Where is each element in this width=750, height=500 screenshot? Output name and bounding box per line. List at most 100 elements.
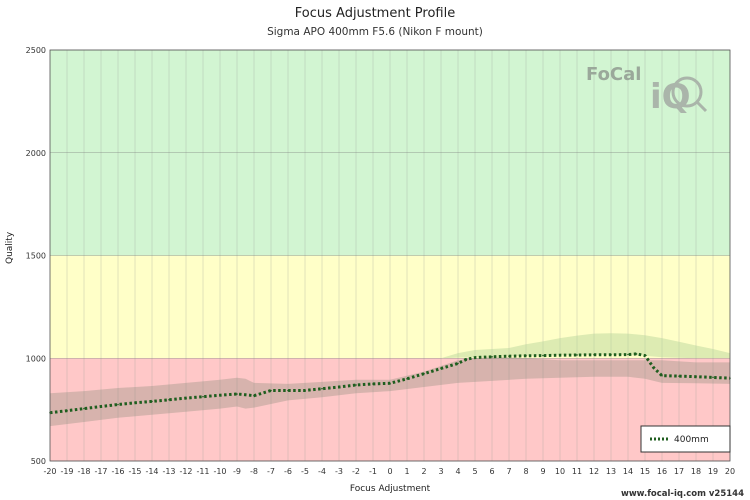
x-tick-label: -14	[145, 467, 158, 476]
data-point	[491, 356, 493, 358]
x-tick-label: 1	[404, 467, 409, 476]
x-tick-label: 7	[506, 467, 511, 476]
legend-label-400mm: 400mm	[674, 435, 709, 445]
data-point	[610, 353, 612, 356]
y-tick-label: 1000	[26, 354, 46, 363]
data-point	[406, 378, 408, 380]
x-tick-label: 15	[640, 467, 650, 476]
plot-frame	[49, 49, 731, 462]
data-point	[644, 354, 646, 357]
footer-credit: www.focal-iq.com v25144	[620, 489, 744, 499]
data-point	[593, 353, 595, 356]
x-tick-label: 6	[489, 467, 494, 476]
magnifier-icon	[671, 76, 708, 113]
x-axis-label: Focus Adjustment	[349, 484, 431, 494]
data-point	[117, 403, 119, 406]
x-tick-label: 13	[606, 467, 616, 476]
data-point	[635, 353, 638, 355]
logo-text-main: FoCal	[586, 64, 641, 85]
data-point	[202, 395, 204, 398]
data-point	[83, 407, 85, 410]
data-point	[457, 362, 459, 365]
data-point	[372, 383, 374, 385]
x-tick-label: -2	[352, 467, 360, 476]
logo-text-iq: iQ	[650, 77, 691, 117]
x-tick-label: 10	[555, 467, 565, 476]
data-point	[219, 394, 221, 397]
data-point	[304, 389, 306, 392]
data-point	[465, 358, 468, 361]
x-tick-label: -6	[284, 467, 292, 476]
x-tick-label: 0	[387, 467, 392, 476]
x-tick-label: -10	[213, 467, 226, 476]
data-point	[652, 366, 655, 369]
data-point	[151, 400, 153, 403]
data-point	[440, 367, 442, 370]
x-tick-label: 19	[708, 467, 718, 476]
x-tick-label: -1	[369, 467, 377, 476]
x-tick-label: -18	[77, 467, 90, 476]
data-point	[389, 382, 391, 385]
x-tick-label: -4	[318, 467, 326, 476]
x-tick-label: -11	[196, 467, 209, 476]
data-point	[185, 397, 187, 399]
data-point	[627, 353, 629, 356]
data-point	[695, 375, 697, 378]
data-point	[576, 354, 578, 356]
y-tick-label: 2000	[26, 149, 46, 158]
data-point	[712, 376, 714, 379]
data-point	[168, 398, 170, 401]
chart-subtitle: Sigma APO 400mm F5.6 (Nikon F mount)	[267, 26, 483, 38]
x-tick-label: -9	[233, 467, 241, 476]
x-tick-label: 16	[657, 467, 667, 476]
x-tick-label: -17	[94, 467, 107, 476]
x-tick-label: 11	[572, 467, 582, 476]
x-tick-label: 5	[472, 467, 477, 476]
x-tick-label: -8	[250, 467, 258, 476]
x-tick-label: -15	[128, 467, 141, 476]
data-point	[236, 393, 238, 395]
data-point	[678, 375, 680, 377]
data-point	[423, 372, 425, 375]
x-tick-label: 17	[674, 467, 684, 476]
x-tick-label: 20	[725, 467, 735, 476]
x-tick-label: 4	[455, 467, 460, 476]
x-tick-label: 14	[623, 467, 633, 476]
data-point	[253, 394, 255, 397]
x-tick-label: -19	[60, 467, 73, 476]
data-point	[244, 394, 247, 396]
x-tick-label: -13	[162, 467, 175, 476]
data-point	[525, 354, 527, 357]
upper-variation-band	[441, 333, 730, 359]
x-tick-label: -3	[335, 467, 343, 476]
data-point	[338, 386, 340, 388]
data-point	[134, 402, 136, 404]
data-point	[661, 374, 663, 377]
focal-iq-logo: FoCal iQ	[586, 64, 708, 117]
x-tick-label: 18	[691, 467, 701, 476]
x-tick-label: -12	[179, 467, 192, 476]
data-point	[321, 387, 323, 390]
data-point	[474, 356, 476, 359]
data-point	[559, 354, 561, 356]
x-tick-label: 3	[438, 467, 443, 476]
x-tick-label: -16	[111, 467, 124, 476]
x-tick-label: 12	[589, 467, 599, 476]
data-point	[508, 355, 510, 357]
data-point	[542, 354, 544, 357]
chart-title: Focus Adjustment Profile	[294, 6, 456, 21]
y-tick-label: 500	[31, 457, 46, 466]
series-line-400mm	[49, 352, 731, 415]
x-tick-label: -7	[267, 467, 275, 476]
y-tick-label: 1500	[26, 252, 46, 261]
x-tick-label: 2	[421, 467, 426, 476]
x-tick-label: 9	[540, 467, 545, 476]
legend: 400mm	[640, 425, 731, 453]
x-tick-label: -5	[301, 467, 309, 476]
data-point	[355, 384, 357, 386]
data-point	[66, 409, 68, 412]
data-point	[270, 389, 272, 392]
y-tick-label: 2500	[26, 46, 46, 55]
data-point	[287, 389, 289, 392]
